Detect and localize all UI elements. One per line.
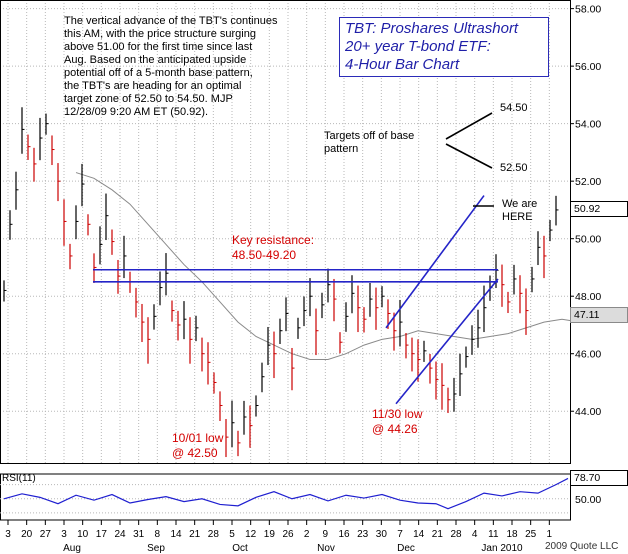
- x-tick-label: 28: [208, 529, 220, 540]
- x-tick-label: 5: [229, 529, 235, 540]
- x-tick-label: 23: [357, 529, 369, 540]
- x-tick-label: 27: [40, 529, 52, 540]
- november-low-label: 11/30 low @ 44.26: [372, 407, 422, 437]
- november-low-line: 11/30 low: [372, 407, 423, 421]
- commentary-line: this AM, with the price structure surgin…: [64, 28, 256, 40]
- x-tick-label: 20: [21, 529, 33, 540]
- price-panel-frame: [0, 0, 571, 464]
- key-resistance-line: 48.50-49.20: [232, 248, 297, 262]
- y-tick-label: 46.00: [575, 349, 601, 361]
- targets-label: Targets off of base pattern: [324, 130, 414, 156]
- chart-title-line: 20+ year T-bond ETF:: [345, 38, 491, 55]
- channel-upper-line: [385, 195, 485, 329]
- chart-title-box: TBT: Proshares Ultrashort 20+ year T-bon…: [339, 17, 549, 77]
- rsi-line: [3, 477, 569, 510]
- x-tick-label: 21: [432, 529, 444, 540]
- moving-average-line: [75, 172, 581, 360]
- y-tick-label: 52.00: [575, 176, 601, 188]
- x-tick-label: 4: [472, 529, 478, 540]
- chart-title-line: 4-Hour Bar Chart: [345, 56, 460, 73]
- x-tick-label: 30: [376, 529, 388, 540]
- commentary-line: above 51.00 for the first time since las…: [64, 41, 253, 53]
- target-low-pointer: [445, 143, 493, 169]
- y-tick-label: 50.00: [575, 234, 601, 246]
- copyright-label: 2009 Quote LLC: [545, 541, 619, 552]
- targets-label-line: pattern: [324, 143, 359, 155]
- targets-label-line: Targets off of base: [324, 130, 415, 142]
- x-tick-label: 8: [155, 529, 161, 540]
- commentary-line: The vertical advance of the TBT's contin…: [64, 15, 278, 27]
- we-are-here-line: We are: [502, 198, 538, 210]
- x-tick-label: 16: [338, 529, 350, 540]
- x-month-label: Sep: [147, 543, 165, 554]
- x-tick-label: 21: [189, 529, 201, 540]
- x-tick-label: 31: [133, 529, 145, 540]
- rsi-panel: 50.00: [0, 473, 601, 521]
- y-tick-label: 48.00: [575, 291, 601, 303]
- y-tick-label: 44.00: [575, 406, 601, 418]
- target-high-pointer: [445, 112, 493, 140]
- key-resistance-line: Key resistance:: [232, 233, 315, 247]
- november-low-line: @ 44.26: [372, 422, 418, 436]
- y-tick-label: 58.00: [575, 4, 601, 16]
- we-are-here-line: HERE: [502, 211, 533, 223]
- x-tick-label: 2: [304, 529, 310, 540]
- x-tick-label: 7: [397, 529, 403, 540]
- commentary-text: The vertical advance of the TBT's contin…: [64, 15, 326, 119]
- x-tick-label: 3: [5, 529, 11, 540]
- rsi-value-badge: 78.70: [570, 470, 628, 486]
- commentary-line: 12/28/09 9:20 AM ET (50.92).: [64, 106, 209, 118]
- x-tick-label: 17: [96, 529, 108, 540]
- commentary-line: target zone of 52.50 to 54.50. MJP: [64, 93, 233, 105]
- grid: [0, 0, 570, 463]
- x-tick-label: 3: [61, 529, 67, 540]
- x-month-label: Oct: [232, 543, 248, 554]
- trendlines: [93, 112, 499, 405]
- x-tick-label: 1: [547, 529, 553, 540]
- x-tick-label: 24: [114, 529, 126, 540]
- last-price-badge: 50.92: [570, 201, 628, 217]
- x-tick-label: 25: [525, 529, 537, 540]
- moving-average: [75, 172, 581, 360]
- x-month-label: Aug: [63, 543, 81, 554]
- october-low-label: 10/01 low @ 42.50: [172, 431, 223, 461]
- commentary-line: the TBT's are heading for an optimal: [64, 80, 242, 92]
- we-are-here-label: We are HERE: [502, 198, 537, 224]
- rsi-label: RSI(11): [2, 473, 36, 484]
- axes: 58.00 56.00 54.00 52.00 50.00 48.00 46.00 44.00…: [0, 0, 601, 554]
- y-tick-label: 54.00: [575, 119, 601, 131]
- target-low-label: 52.50: [500, 162, 528, 174]
- x-tick-label: 19: [264, 529, 276, 540]
- x-tick-label: 14: [170, 529, 182, 540]
- rsi-panel-frame: [0, 473, 571, 521]
- october-low-line: 10/01 low: [172, 431, 224, 445]
- x-tick-label: 28: [450, 529, 462, 540]
- channel-lower-line: [395, 278, 499, 405]
- y-tick-label: 56.00: [575, 61, 601, 73]
- x-tick-label: 18: [506, 529, 518, 540]
- target-high-label: 54.50: [500, 102, 528, 114]
- key-resistance-label: Key resistance: 48.50-49.20: [232, 233, 314, 263]
- october-low-line: @ 42.50: [172, 446, 218, 460]
- x-month-label: Jan 2010: [481, 543, 523, 554]
- x-tick-label: 9: [323, 529, 329, 540]
- chart-title-line: TBT: Proshares Ultrashort: [345, 20, 519, 37]
- x-tick-label: 14: [413, 529, 425, 540]
- x-tick-label: 10: [77, 529, 89, 540]
- x-month-label: Nov: [317, 543, 335, 554]
- rsi-tick-label: 50.00: [575, 494, 601, 506]
- moving-average-badge: 47.11: [570, 307, 628, 323]
- x-tick-label: 11: [488, 529, 499, 540]
- commentary-line: potential off of a 5-month base pattern,: [64, 67, 253, 79]
- x-month-label: Dec: [397, 543, 415, 554]
- commentary-line: Aug. Based on the anticipated upside: [64, 54, 247, 66]
- x-tick-label: 26: [282, 529, 294, 540]
- x-tick-label: 12: [245, 529, 257, 540]
